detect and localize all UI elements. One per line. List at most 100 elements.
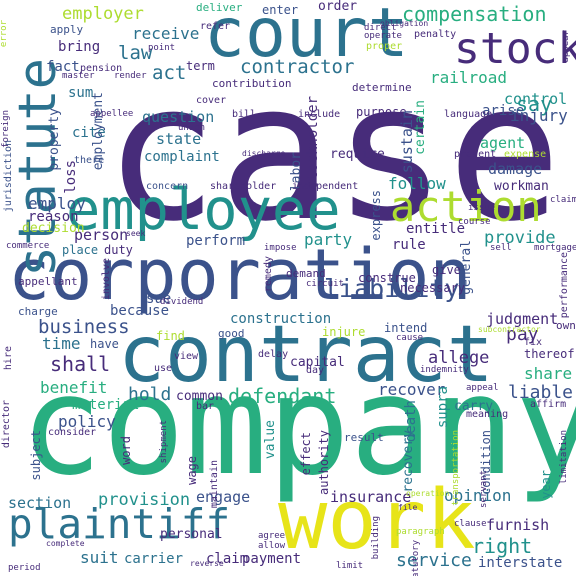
word-purpose: certain <box>413 100 428 155</box>
word-indemnity: cause <box>396 333 424 343</box>
word-allege: allege <box>428 348 490 368</box>
word-injury: injury <box>510 106 568 125</box>
word-reverse: allow <box>258 541 286 551</box>
word-railroad: railroad <box>430 68 508 87</box>
word-share: share <box>524 364 573 383</box>
word-sue: sue <box>146 291 172 307</box>
word-give: word <box>119 436 133 465</box>
word-duty: capital <box>290 355 345 370</box>
word-stock: stock <box>454 24 576 74</box>
word-law: law <box>118 42 153 64</box>
word-entitle: entitle <box>406 221 466 237</box>
word-word: place <box>62 243 99 257</box>
word-discharge: include <box>298 109 341 120</box>
word-company: company <box>20 347 576 506</box>
word-receive: receive <box>132 24 200 43</box>
word-transportation: shipment <box>159 420 169 464</box>
word-case: case <box>104 42 562 263</box>
word-remedy: circuit <box>306 279 344 289</box>
word-provide: provide <box>484 228 556 248</box>
word-penalty: penalty <box>414 29 457 40</box>
word-interstate: interstate <box>478 555 563 571</box>
word-liability: liability <box>324 274 460 303</box>
word-director: sell <box>490 243 512 253</box>
word-employer: employer <box>62 4 144 24</box>
word-claim: claim <box>206 551 249 567</box>
word-maintain: consider <box>48 427 97 438</box>
word-engage: engage <box>196 488 251 506</box>
word-contribution: contribution <box>212 77 292 90</box>
word-wage: wage <box>185 456 199 485</box>
word-shareholder: concern <box>146 181 189 192</box>
word-arise: arise <box>482 103 525 119</box>
word-bar: appeal <box>466 383 499 393</box>
word-policy: policy <box>58 412 116 431</box>
word-obligation: obligation <box>380 19 429 28</box>
word-furnish: furnish <box>486 516 550 534</box>
word-mortgage: operation <box>406 489 450 498</box>
word-complaint: complaint <box>144 149 220 165</box>
word-paragraph: transportation <box>451 430 461 506</box>
word-operation: error <box>0 20 9 48</box>
word-present: expense <box>504 149 547 160</box>
word-thereof: indemnity <box>420 365 469 375</box>
word-question: question <box>142 108 215 126</box>
word-provision: provision <box>98 490 191 510</box>
word-issue: complete <box>46 539 85 548</box>
word-statutory: limitation <box>559 430 569 485</box>
word-hire: claimant <box>550 195 576 205</box>
word-claimant: performance <box>559 252 570 319</box>
word-fact: fact <box>46 59 80 75</box>
word-year: decision <box>22 221 85 236</box>
word-time: time <box>42 334 81 353</box>
word-concern: union <box>178 123 206 133</box>
word-fix: owner <box>556 319 576 332</box>
word-workman: workman <box>494 179 549 194</box>
word-include: bill <box>232 109 257 120</box>
word-carry: personal <box>160 527 223 542</box>
word-jurisdiction: director <box>1 400 12 449</box>
word-supra: supra <box>435 386 451 429</box>
word-foreign: hire <box>3 346 14 371</box>
word-enter: purpose <box>356 105 407 119</box>
word-recover: recover <box>378 380 446 399</box>
word-benefit: benefit <box>40 378 108 397</box>
word-carrier: carrier <box>124 551 184 567</box>
word-place: have <box>90 337 119 351</box>
word-agree: clause <box>454 519 487 529</box>
word-bill: cover <box>196 95 227 106</box>
word-subcontractor: jurisdiction <box>3 140 14 213</box>
word-right: right <box>472 534 533 558</box>
word-perform: perform <box>186 233 246 249</box>
word-court: court <box>204 0 409 73</box>
word-defendant: defendant <box>228 384 337 408</box>
word-state: state <box>156 130 202 148</box>
word-consider: bar <box>196 401 215 412</box>
word-there: present <box>454 149 497 160</box>
word-charge: appellant <box>18 275 78 288</box>
word-limitation: servant <box>479 470 489 508</box>
word-building: paragraph <box>396 527 445 537</box>
word-action: action <box>390 182 542 231</box>
word-subject: subject <box>29 430 43 481</box>
word-sell: issue <box>468 203 496 213</box>
word-limit: reverse <box>190 559 224 568</box>
word-day: delay <box>258 349 289 360</box>
word-party: party <box>304 230 353 249</box>
word-injure: result <box>344 431 384 444</box>
word-damage: damage <box>488 160 543 178</box>
word-person: person <box>74 226 129 244</box>
word-employ: employ <box>28 194 86 213</box>
word-refer: refer <box>200 21 231 32</box>
word-pay: pay <box>506 324 539 345</box>
word-section: section <box>8 494 72 512</box>
word-owner: thereof <box>524 347 575 361</box>
word-compensation: compensation <box>402 2 547 26</box>
word-shall: shall <box>50 352 111 376</box>
word-proper: proper <box>366 41 403 52</box>
word-error: commerce <box>6 241 50 251</box>
word-plaintiff: plaintiff <box>8 500 231 548</box>
word-appear: subcontractor <box>478 325 541 334</box>
word-intend: effect <box>299 432 313 476</box>
